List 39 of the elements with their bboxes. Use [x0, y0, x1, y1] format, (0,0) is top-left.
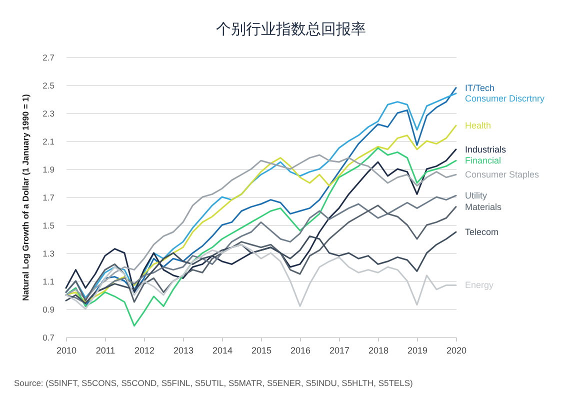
x-tick-label: 2015 [251, 346, 272, 356]
x-tick-label: 2016 [290, 346, 311, 356]
source-note: Source: (S5INFT, S5CONS, S5COND, S5FINL, S5UTIL, S5MATR, S5ENER, S5INDU, S5HLTH, S5TELS) [14, 378, 413, 388]
y-tick-label: 2.1 [42, 136, 55, 146]
y-tick-label: 1.7 [42, 192, 55, 202]
x-tick-label: 2011 [96, 346, 116, 356]
y-tick-label: 1.9 [42, 164, 55, 174]
chart-title: 个别行业指数总回报率 [216, 21, 366, 38]
x-tick-label: 2019 [407, 346, 428, 356]
series-label: IT/Tech [465, 82, 495, 93]
line-series [65, 244, 457, 310]
line-series [65, 147, 457, 327]
y-tick-label: 2.3 [42, 108, 55, 118]
y-tick-label: 0.9 [42, 304, 55, 314]
y-tick-label: 1.5 [42, 220, 55, 230]
series-label: Consumer Staples [465, 170, 540, 180]
series-label: Consumer Discrtnry [465, 93, 546, 104]
y-tick-label: 1.1 [42, 276, 55, 286]
x-tick-label: 2013 [173, 346, 194, 356]
x-tick-label: 2018 [368, 346, 389, 356]
x-tick-label: 2012 [134, 346, 155, 356]
y-tick-label: 1.3 [42, 248, 55, 258]
series-label: Health [465, 120, 492, 131]
x-tick-label: 2017 [329, 346, 350, 356]
series-label: Energy [465, 280, 494, 290]
series-label: Telecom [465, 227, 499, 237]
line-series [65, 231, 457, 304]
series-label: Industrials [465, 144, 507, 154]
series-label: Materials [465, 202, 502, 212]
series-label: Utility [465, 190, 488, 201]
series-label: Financial [465, 156, 502, 166]
y-tick-label: 2.5 [42, 80, 55, 90]
y-axis-title: Natural Log Growth of a Dollar (1 January 1990 = 1) [20, 94, 31, 301]
x-tick-label: 2020 [446, 346, 467, 356]
y-tick-label: 0.7 [42, 332, 55, 342]
x-tick-label: 2014 [212, 346, 233, 356]
y-tick-label: 2.7 [42, 52, 55, 62]
line-series [65, 124, 457, 303]
x-tick-label: 2010 [56, 346, 77, 356]
